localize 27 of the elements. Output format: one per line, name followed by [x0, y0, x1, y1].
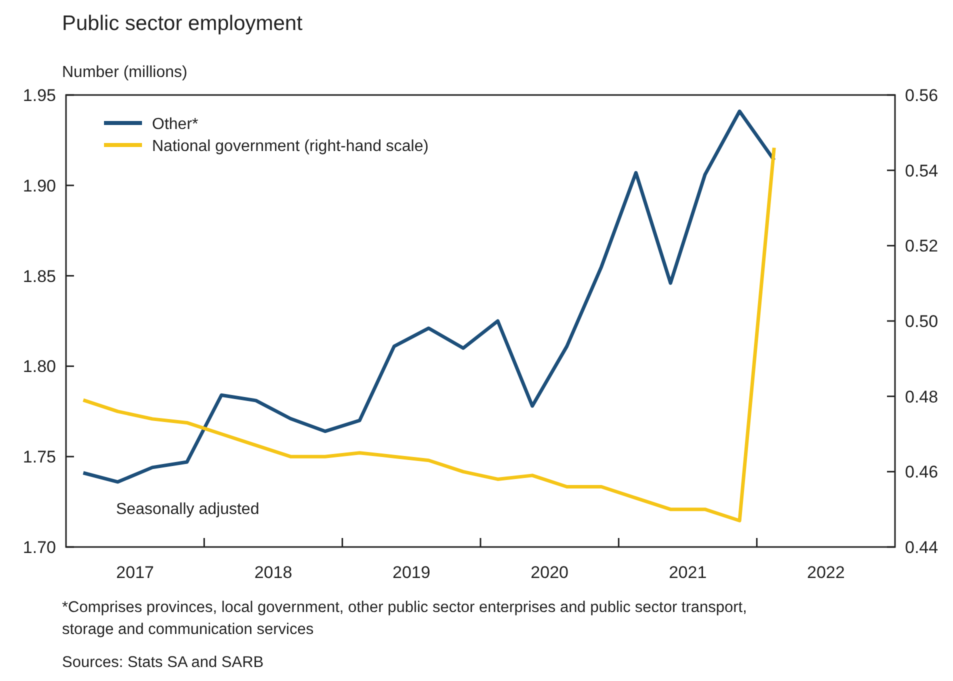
- y-tick-label: 1.90: [22, 176, 56, 196]
- legend-label: Other*: [152, 116, 198, 133]
- y-tick-label: 1.80: [22, 357, 56, 376]
- y-tick-label: 1.95: [22, 86, 56, 105]
- x-tick-label: 2022: [807, 563, 845, 582]
- annotation: Seasonally adjusted: [116, 501, 260, 518]
- y-tick-label: 1.70: [22, 538, 56, 557]
- line-series: [82, 110, 776, 484]
- x-tick-label: 2021: [668, 563, 707, 582]
- y2-tick-label: 0.46: [905, 462, 938, 482]
- y2-tick-label: 0.50: [905, 312, 938, 331]
- y-tick-label: 1.75: [22, 448, 56, 467]
- y2-tick-label: 0.48: [905, 387, 938, 406]
- y2-tick-label: 0.52: [905, 236, 938, 256]
- legend-label: National government (right-hand scale): [152, 138, 429, 155]
- x-tick-label: 2020: [530, 563, 568, 582]
- y2-tick-label: 0.54: [905, 161, 938, 180]
- y2-tick-label: 0.56: [905, 86, 938, 105]
- x-tick-label: 2019: [392, 563, 430, 582]
- x-tick-label: 2017: [116, 563, 154, 582]
- y-axis-title: Number (millions): [62, 64, 188, 81]
- y2-tick-label: 0.44: [905, 538, 938, 557]
- x-tick-label: 2018: [254, 563, 292, 582]
- text: *Comprises provinces, local government, other public sector enterprises and public sector transport, storage and communication services: [62, 599, 747, 638]
- chart-title: Public sector employment: [62, 12, 303, 35]
- y-tick-label: 1.85: [22, 266, 56, 286]
- source-note: Sources: Stats SA and SARB: [62, 654, 264, 671]
